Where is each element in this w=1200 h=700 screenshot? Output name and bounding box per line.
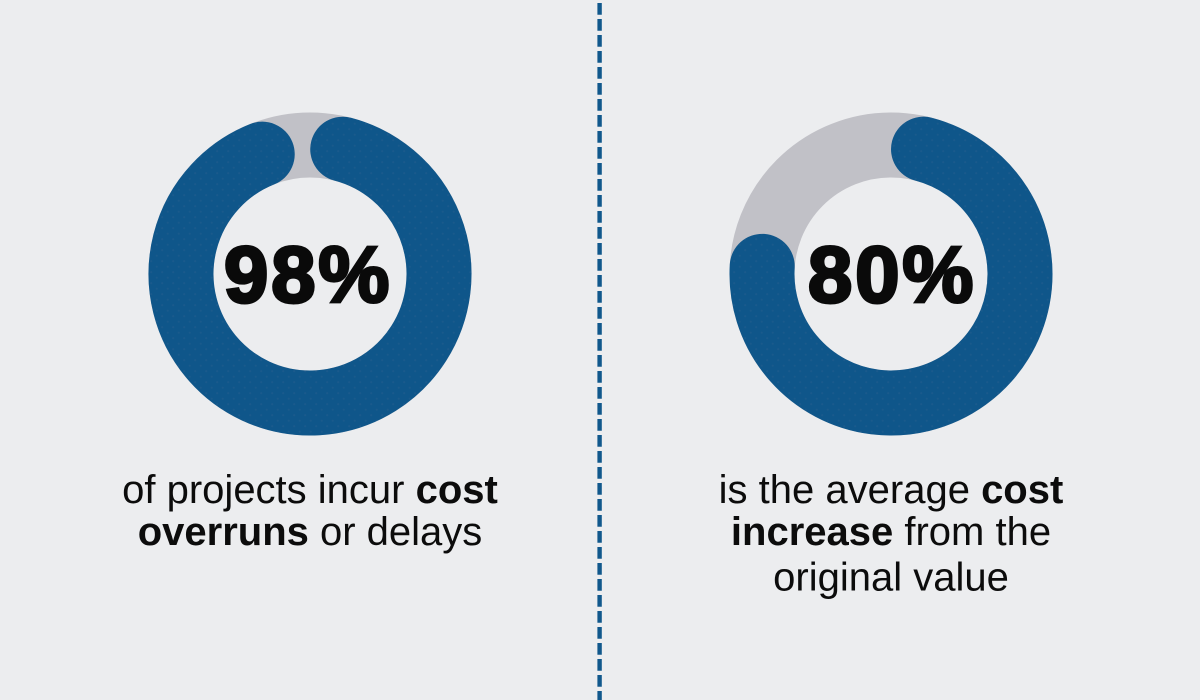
svg-text:98%: 98% — [224, 230, 392, 319]
svg-text:increase from the: increase from the — [731, 510, 1051, 554]
svg-text:is the average cost: is the average cost — [719, 468, 1064, 512]
svg-text:of projects incur cost: of projects incur cost — [122, 468, 498, 512]
svg-text:overruns or delays: overruns or delays — [138, 510, 483, 554]
svg-text:80%: 80% — [808, 230, 976, 319]
svg-text:original value: original value — [773, 556, 1009, 600]
